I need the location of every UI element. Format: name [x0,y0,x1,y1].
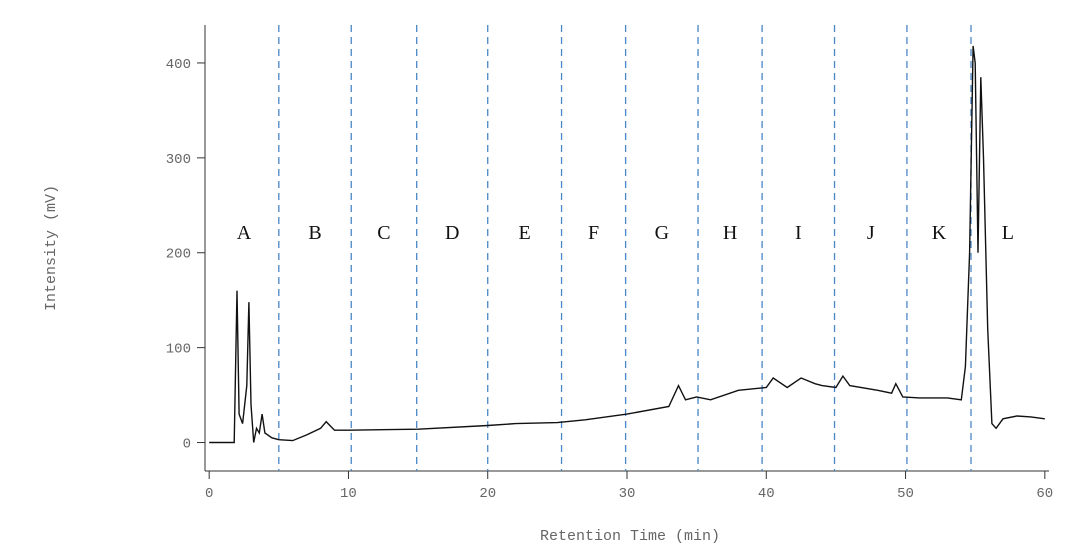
region-label: B [308,222,321,244]
region-label: I [795,222,802,244]
y-tick-label: 100 [166,342,191,358]
region-label: L [1002,222,1014,244]
region-label: K [932,222,947,244]
region-label: A [237,222,252,244]
y-tick-label: 0 [183,437,191,453]
x-tick-label: 20 [479,486,496,502]
x-tick-label: 0 [205,486,213,502]
y-tick-label: 300 [166,152,191,168]
x-tick-label: 30 [619,486,636,502]
region-label: C [377,222,390,244]
x-tick-label: 50 [897,486,914,502]
region-label: E [519,222,531,244]
region-label: H [723,222,737,244]
region-label: D [445,222,459,244]
y-tick-label: 200 [166,247,191,263]
x-tick-label: 40 [758,486,775,502]
region-label: F [588,222,599,244]
region-label: G [655,222,669,244]
x-tick-label: 10 [340,486,357,502]
x-tick-label: 60 [1036,486,1053,502]
x-axis-title: Retention Time (min) [540,528,720,545]
y-tick-label: 400 [166,57,191,73]
trace [209,45,1045,444]
y-axis-title: Intensity (mV) [43,185,60,311]
region-label: J [867,222,875,244]
